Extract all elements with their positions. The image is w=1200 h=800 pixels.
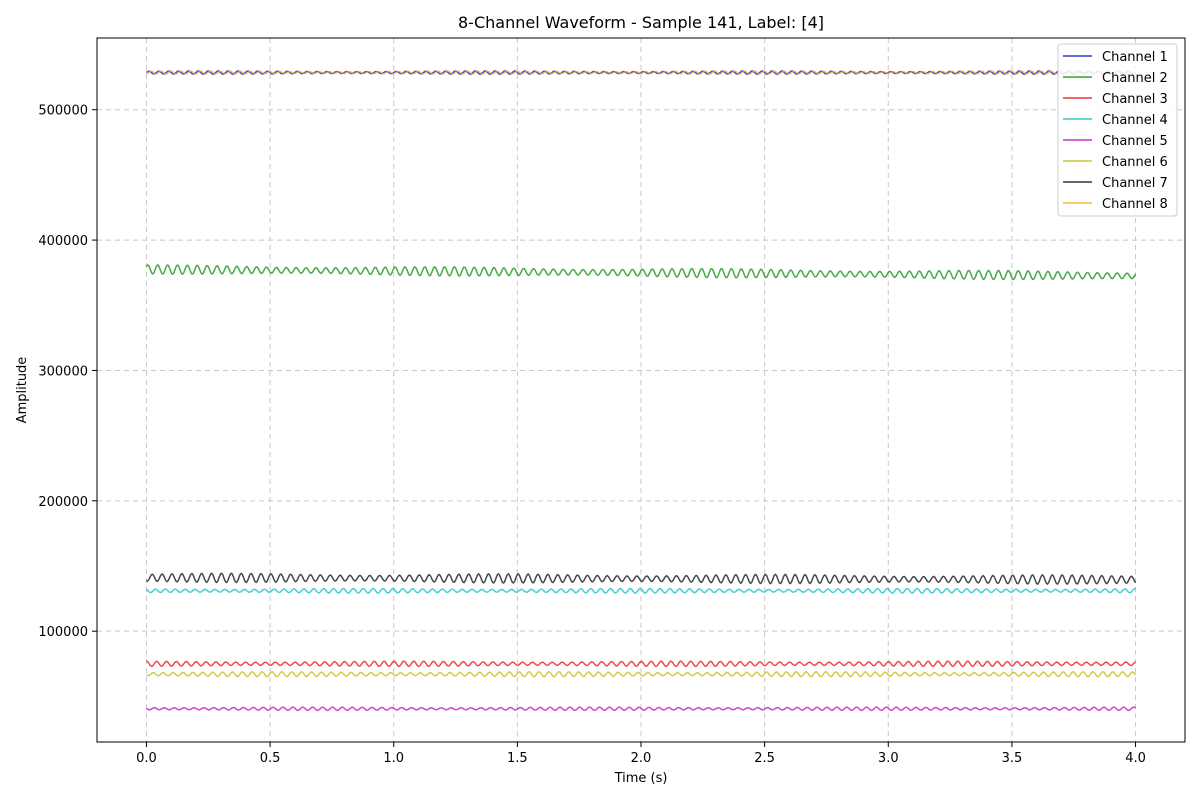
series-line-channel-3 bbox=[146, 660, 1136, 668]
x-tick-label: 2.5 bbox=[754, 751, 775, 766]
legend-label-channel-2: Channel 2 bbox=[1102, 71, 1168, 86]
legend-label-channel-4: Channel 4 bbox=[1102, 113, 1168, 128]
x-tick-label: 3.0 bbox=[878, 751, 899, 766]
series-line-channel-7 bbox=[146, 572, 1137, 586]
x-tick-label: 2.0 bbox=[631, 751, 652, 766]
series-line-channel-4 bbox=[145, 587, 1136, 594]
legend: Channel 1 Channel 2 Channel 3 Channel 4 Chan… bbox=[1057, 43, 1178, 217]
x-tick-label: 3.5 bbox=[1002, 751, 1023, 766]
y-tick-label: 200000 bbox=[38, 495, 88, 510]
y-axis-label: Amplitude bbox=[15, 357, 30, 424]
series-line-channel-2 bbox=[145, 264, 1137, 281]
x-tick-label: 0.5 bbox=[260, 751, 281, 766]
y-tick-label: 400000 bbox=[38, 234, 88, 249]
y-tick-label: 500000 bbox=[38, 104, 88, 119]
x-axis-label: Time (s) bbox=[614, 771, 668, 786]
legend-label-channel-1: Channel 1 bbox=[1102, 50, 1168, 65]
x-tick-label: 1.5 bbox=[507, 751, 528, 766]
legend-label-channel-6: Channel 6 bbox=[1102, 155, 1168, 170]
y-tick-label: 100000 bbox=[38, 625, 88, 640]
x-axis-ticks: 0.0 0.5 1.0 1.5 2.0 2.5 3.0 3.5 4.0 bbox=[136, 742, 1146, 766]
grid-lines bbox=[97, 38, 1185, 742]
legend-label-channel-8: Channel 8 bbox=[1102, 197, 1168, 212]
legend-label-channel-7: Channel 7 bbox=[1102, 176, 1168, 191]
y-axis-ticks: 100000 200000 300000 400000 500000 bbox=[38, 104, 97, 640]
legend-box bbox=[1057, 43, 1178, 217]
series-lines bbox=[145, 70, 1137, 712]
y-tick-label: 300000 bbox=[38, 364, 88, 379]
x-tick-label: 0.0 bbox=[136, 751, 157, 766]
series-line-channel-8 bbox=[146, 70, 1136, 75]
x-tick-label: 1.0 bbox=[383, 751, 404, 766]
legend-label-channel-3: Channel 3 bbox=[1102, 92, 1168, 107]
chart-title: 8-Channel Waveform - Sample 141, Label: … bbox=[458, 13, 824, 32]
series-line-channel-5 bbox=[146, 706, 1137, 712]
x-tick-label: 4.0 bbox=[1125, 751, 1146, 766]
series-line-channel-6 bbox=[146, 670, 1137, 678]
legend-label-channel-5: Channel 5 bbox=[1102, 134, 1168, 149]
